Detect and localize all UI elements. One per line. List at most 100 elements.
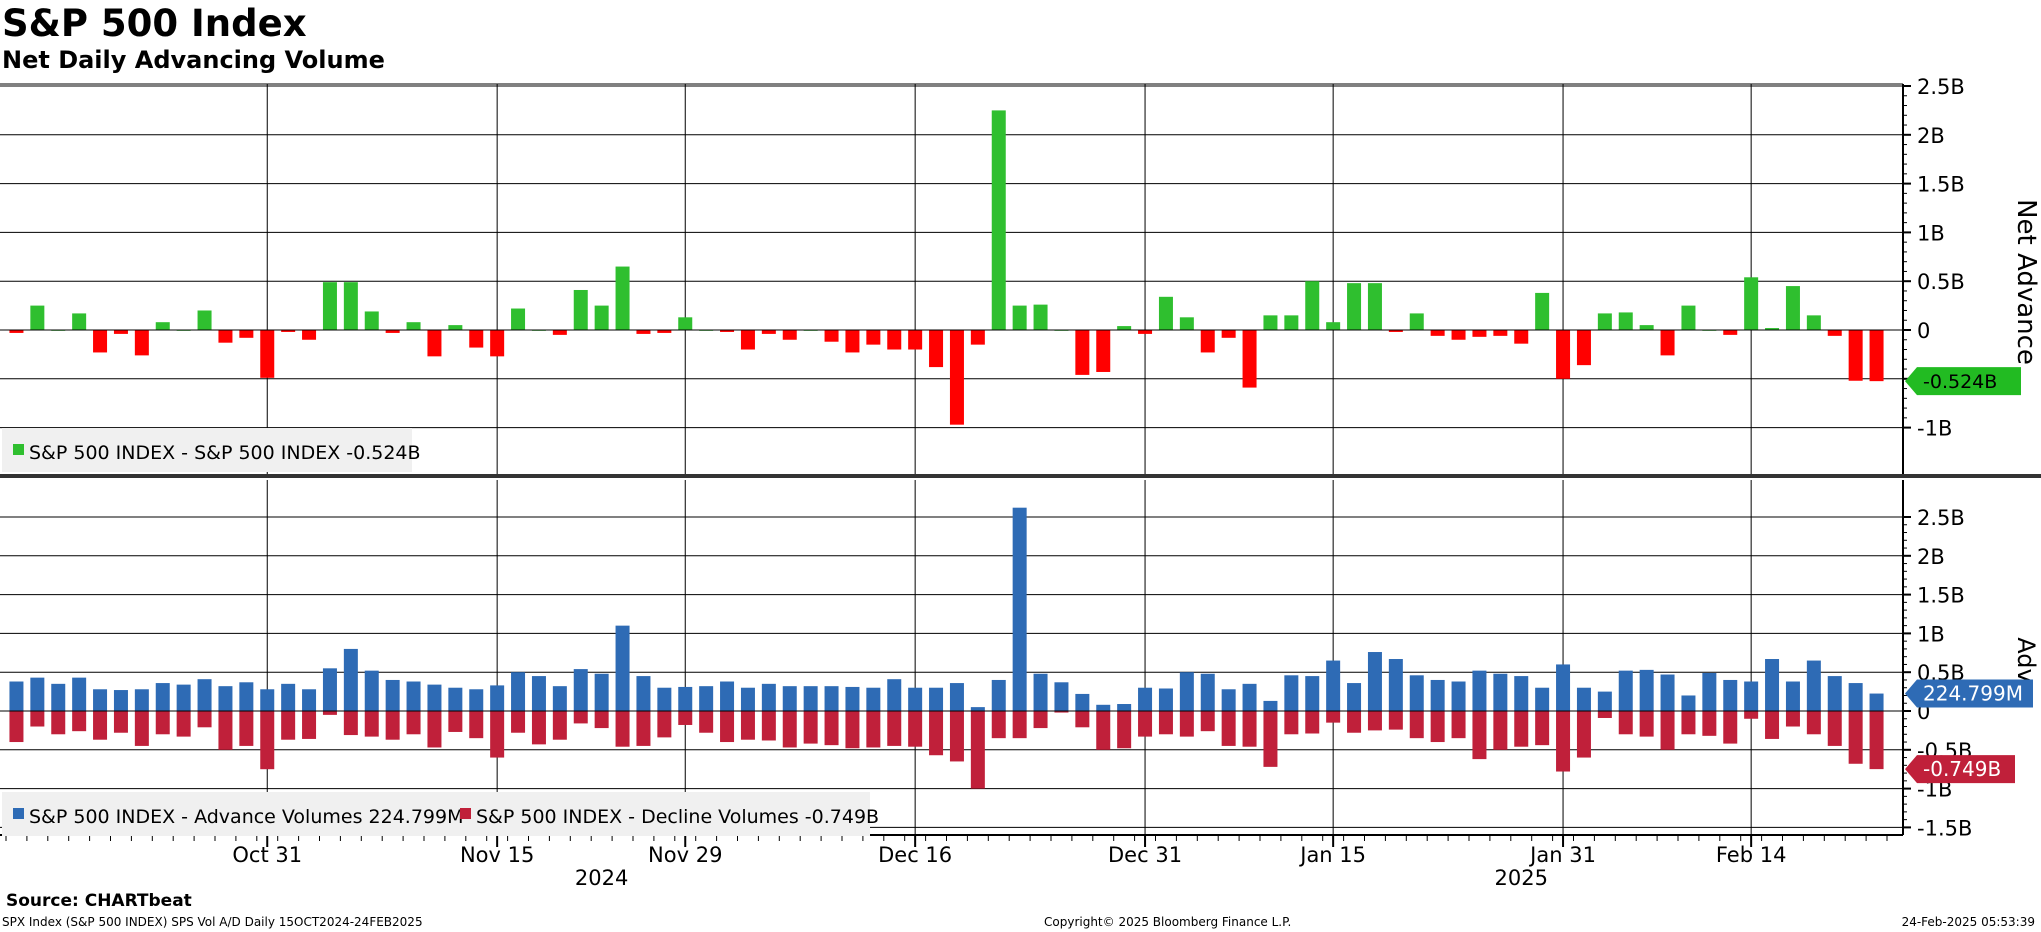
net-advance-bar: [1514, 330, 1529, 344]
decline-volume-bar: [1388, 711, 1403, 730]
advance-volume-bar: [113, 690, 128, 711]
net-advance-bar: [720, 330, 735, 332]
advance-volume-bar: [615, 625, 630, 711]
advance-volume-bar: [469, 689, 484, 711]
bottom-y-axis-label: Adv: [2012, 637, 2040, 682]
advance-volume-bar: [740, 687, 755, 711]
net-advance-bar: [1597, 313, 1612, 330]
net-advance-bar: [970, 330, 985, 345]
net-advance-bar: [406, 322, 421, 330]
net-advance-bar: [93, 330, 108, 353]
advance-volume-bar: [343, 648, 358, 711]
bottom-legend: S&P 500 INDEX - Advance Volumes 224.799M…: [2, 792, 879, 836]
bottom-y-tick-label: 2B: [1917, 545, 1945, 569]
advance-volume-bar: [197, 679, 212, 711]
net-advance-bar: [1347, 283, 1362, 330]
advance-volume-bar: [699, 686, 714, 711]
decline-volume-bar: [1179, 711, 1194, 737]
decline-volume-bar: [1200, 711, 1215, 732]
advance-volume-bar: [218, 686, 233, 711]
advance-volume-bar: [1556, 664, 1571, 711]
top-panel-bars: [9, 110, 1884, 425]
bottom-y-tick-label: -1.5B: [1917, 816, 1972, 840]
net-advance-bar: [1012, 305, 1027, 330]
advance-volume-bar: [511, 672, 526, 711]
bottom-panel-bars: [9, 507, 1884, 789]
advance-volume-bar: [929, 687, 944, 711]
net-advance-bar: [1639, 325, 1654, 330]
decline-volume-bar: [1556, 711, 1571, 772]
advance-volume-bar: [93, 689, 108, 711]
advance-volume-bar: [176, 684, 191, 711]
advance-volume-bar: [1535, 687, 1550, 711]
decline-volume-bar: [887, 711, 902, 746]
advance-volume-bar: [9, 681, 24, 711]
advance-volume-bar: [260, 689, 275, 711]
net-advance-bar: [1806, 315, 1821, 330]
axes: 2.5B2B1.5B1B0.5B0-0.5B-1B2.5B2B1.5B1B0.5…: [0, 75, 2041, 890]
advance-volume-bar: [51, 683, 66, 711]
decline-volume-bar: [573, 711, 588, 724]
decline-volume-bar: [427, 711, 442, 748]
top-y-tick-label: 0: [1917, 319, 1930, 343]
decline-volume-bar: [30, 711, 45, 727]
net-advance-bar: [866, 330, 881, 345]
decline-volume-bar: [1451, 711, 1466, 739]
decline-volume-bar: [803, 711, 818, 744]
decline-volume-bar: [490, 711, 505, 758]
advance-volume-bar: [1012, 507, 1027, 711]
net-advance-bar: [1033, 304, 1048, 330]
x-tick-label: Dec 16: [878, 843, 952, 867]
decline-volume-bar: [531, 711, 546, 745]
decline-last-value-tag: -0.749B: [1905, 755, 2015, 784]
advance-volume-bar: [1765, 659, 1780, 711]
decline-volume-bar: [615, 711, 630, 747]
advance-volume-bar: [1785, 681, 1800, 711]
net-advance-bar: [197, 310, 212, 330]
net-advance-bar: [218, 330, 233, 343]
footer-timestamp: 24-Feb-2025 05:53:39: [1901, 915, 2035, 929]
decline-volume-bar: [1075, 711, 1090, 728]
decline-volume-bar: [1681, 711, 1696, 735]
decline-volume-bar: [1033, 711, 1048, 729]
net-advance-bar: [448, 325, 463, 330]
advance-volume-bar: [322, 668, 337, 711]
net-advance-bar: [1263, 315, 1278, 330]
net-advance-bar: [1409, 313, 1424, 330]
decline-volume-bar: [1305, 711, 1320, 734]
decline-volume-bar: [1765, 711, 1780, 739]
decline-volume-bar: [1347, 711, 1362, 733]
net-advance-bar: [845, 330, 860, 353]
decline-volume-bar: [552, 711, 567, 740]
net-advance-bar: [364, 311, 379, 330]
advance-volume-bar: [1075, 693, 1090, 711]
net-advance-bar: [1472, 330, 1487, 337]
net-advance-bar: [1660, 330, 1675, 356]
advance-volume-bar: [1514, 676, 1529, 711]
decline-volume-bar: [1702, 711, 1717, 736]
advance-volume-bar: [490, 685, 505, 711]
decline-volume-bar: [740, 711, 755, 740]
net-advance-bar: [1535, 292, 1550, 330]
decline-volume-bar: [845, 711, 860, 749]
decline-volume-bar: [1639, 711, 1654, 737]
decline-volume-bar: [343, 711, 358, 736]
net-advance-bar: [1451, 330, 1466, 340]
net-advance-bar: [1200, 330, 1215, 353]
decline-volume-bar: [239, 711, 254, 746]
advance-volume-bar: [1263, 700, 1278, 711]
advance-volume-bar: [1806, 660, 1821, 711]
decline-volume-bar: [1138, 711, 1153, 737]
advance-volume-bar: [1242, 683, 1257, 711]
decline-volume-bar: [991, 711, 1006, 739]
advance-volume-bar: [1033, 673, 1048, 711]
net-advance-bar: [72, 313, 87, 330]
net-advance-bar: [302, 330, 317, 340]
net-advance-bar: [1785, 286, 1800, 330]
net-advance-bar: [1096, 330, 1111, 372]
x-year-label: 2025: [1495, 866, 1548, 890]
decline-volume-bar: [1618, 711, 1633, 735]
net-advance-bar: [490, 330, 505, 357]
decline-volume-bar: [1514, 711, 1529, 747]
grid-lines: [0, 84, 1903, 835]
